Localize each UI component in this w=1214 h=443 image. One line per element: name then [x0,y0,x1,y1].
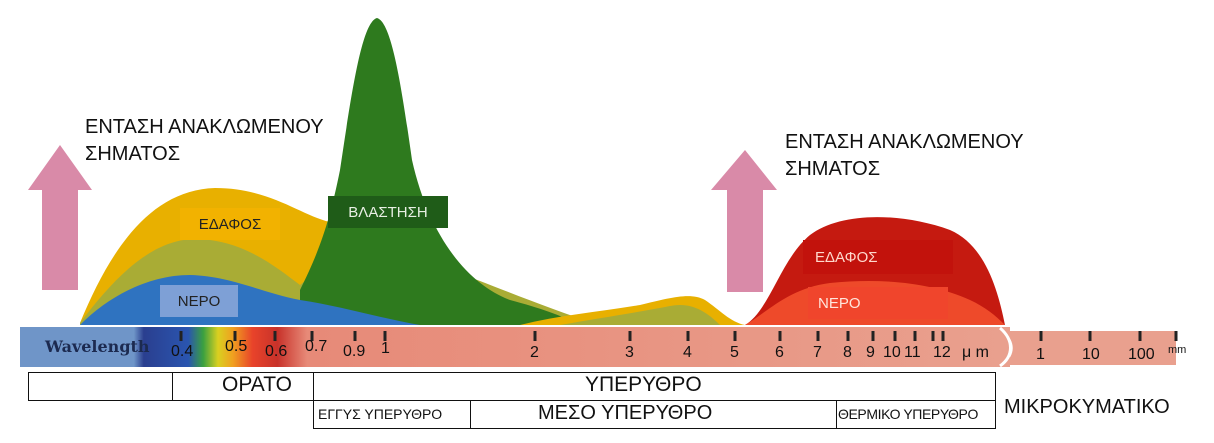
tick-label: 9 [866,344,875,361]
vegetation-curve [300,18,580,325]
microwave-bar [1003,331,1176,365]
tick-label: 4 [683,344,692,361]
tick-label: 5 [730,344,739,361]
intensity-label-right-line1: ΕΝΤΑΣΗ ΑΝΑΚΛΩΜΕΝΟΥ [785,131,1024,153]
region-microwave-label: ΜΙΚΡΟΚΥΜΑΤΙΚΟ [1004,396,1170,418]
tick-label: μ m [962,344,989,361]
tick-label: 0.4 [171,343,194,360]
region-near-ir-label: ΕΓΓΥΣ ΥΠΕΡΥΘΡΟ [318,406,443,422]
tick-label: 8 [843,344,852,361]
intensity-label-right-line2: ΣΗΜΑΤΟΣ [785,158,881,180]
region-unlabeled-left [28,372,174,401]
tick-label: 11 [904,344,921,361]
tick-label: 3 [625,344,634,361]
tick-label: 0.7 [305,338,328,355]
tick-label: 6 [775,344,784,361]
tick-label: 10 [1082,346,1100,363]
bar-divider-curve [998,326,1012,368]
tick-marks [179,331,1178,341]
tick-label: 1 [1036,346,1045,363]
tick-label: 0.6 [265,343,288,360]
region-thermal-ir [836,400,996,429]
wavelength-bar [20,327,1010,367]
region-visible-label: ΟΡΑΤΟ [222,373,293,396]
tick-label: 1 [381,340,390,357]
mid-ir-bump-olive [560,304,720,325]
tag-soil-left: ΕΔΑΦΟΣ [180,208,280,240]
intensity-label-left-line2: ΣΗΜΑΤΟΣ [85,143,181,165]
region-infrared-label: ΥΠΕΡΥΘΡΟ [585,373,702,396]
tick-label: 0.5 [225,338,248,355]
region-thermal-ir-label: ΘΕΡΜΙΚΟ ΥΠΕΡΥΘΡΟ [838,406,978,422]
intensity-arrow-left [28,145,92,290]
intensity-label-left-line1: ΕΝΤΑΣΗ ΑΝΑΚΛΩΜΕΝΟΥ [85,116,324,138]
tick-label: 2 [530,344,539,361]
tag-water-right: ΝΕΡΟ [808,287,948,319]
region-infrared [313,372,996,401]
tick-label: 7 [813,344,822,361]
region-visible [172,372,314,401]
tick-label: 10 [883,344,901,361]
intensity-label-right: ΕΝΤΑΣΗ ΑΝΑΚΛΩΜΕΝΟΥ ΣΗΜΑΤΟΣ [785,129,1024,183]
tick-label: mm [1168,344,1187,356]
tag-water-left: ΝΕΡΟ [160,285,238,317]
tick-label: 0.9 [343,343,366,360]
tick-label: 12 [933,344,951,361]
region-near-ir [313,400,471,429]
tag-vegetation: ΒΛΑΣΤΗΣΗ [328,196,448,228]
tag-soil-right: ΕΔΑΦΟΣ [803,240,953,274]
wavelength-label: Wavelength [45,337,150,356]
region-mid-ir-label: ΜΕΣΟ ΥΠΕΡΥΘΡΟ [538,402,713,424]
tick-label: 100 [1128,346,1155,363]
region-mid-ir [470,400,837,429]
intensity-arrow-right [711,150,777,292]
intensity-label-left: ΕΝΤΑΣΗ ΑΝΑΚΛΩΜΕΝΟΥ ΣΗΜΑΤΟΣ [85,114,324,168]
